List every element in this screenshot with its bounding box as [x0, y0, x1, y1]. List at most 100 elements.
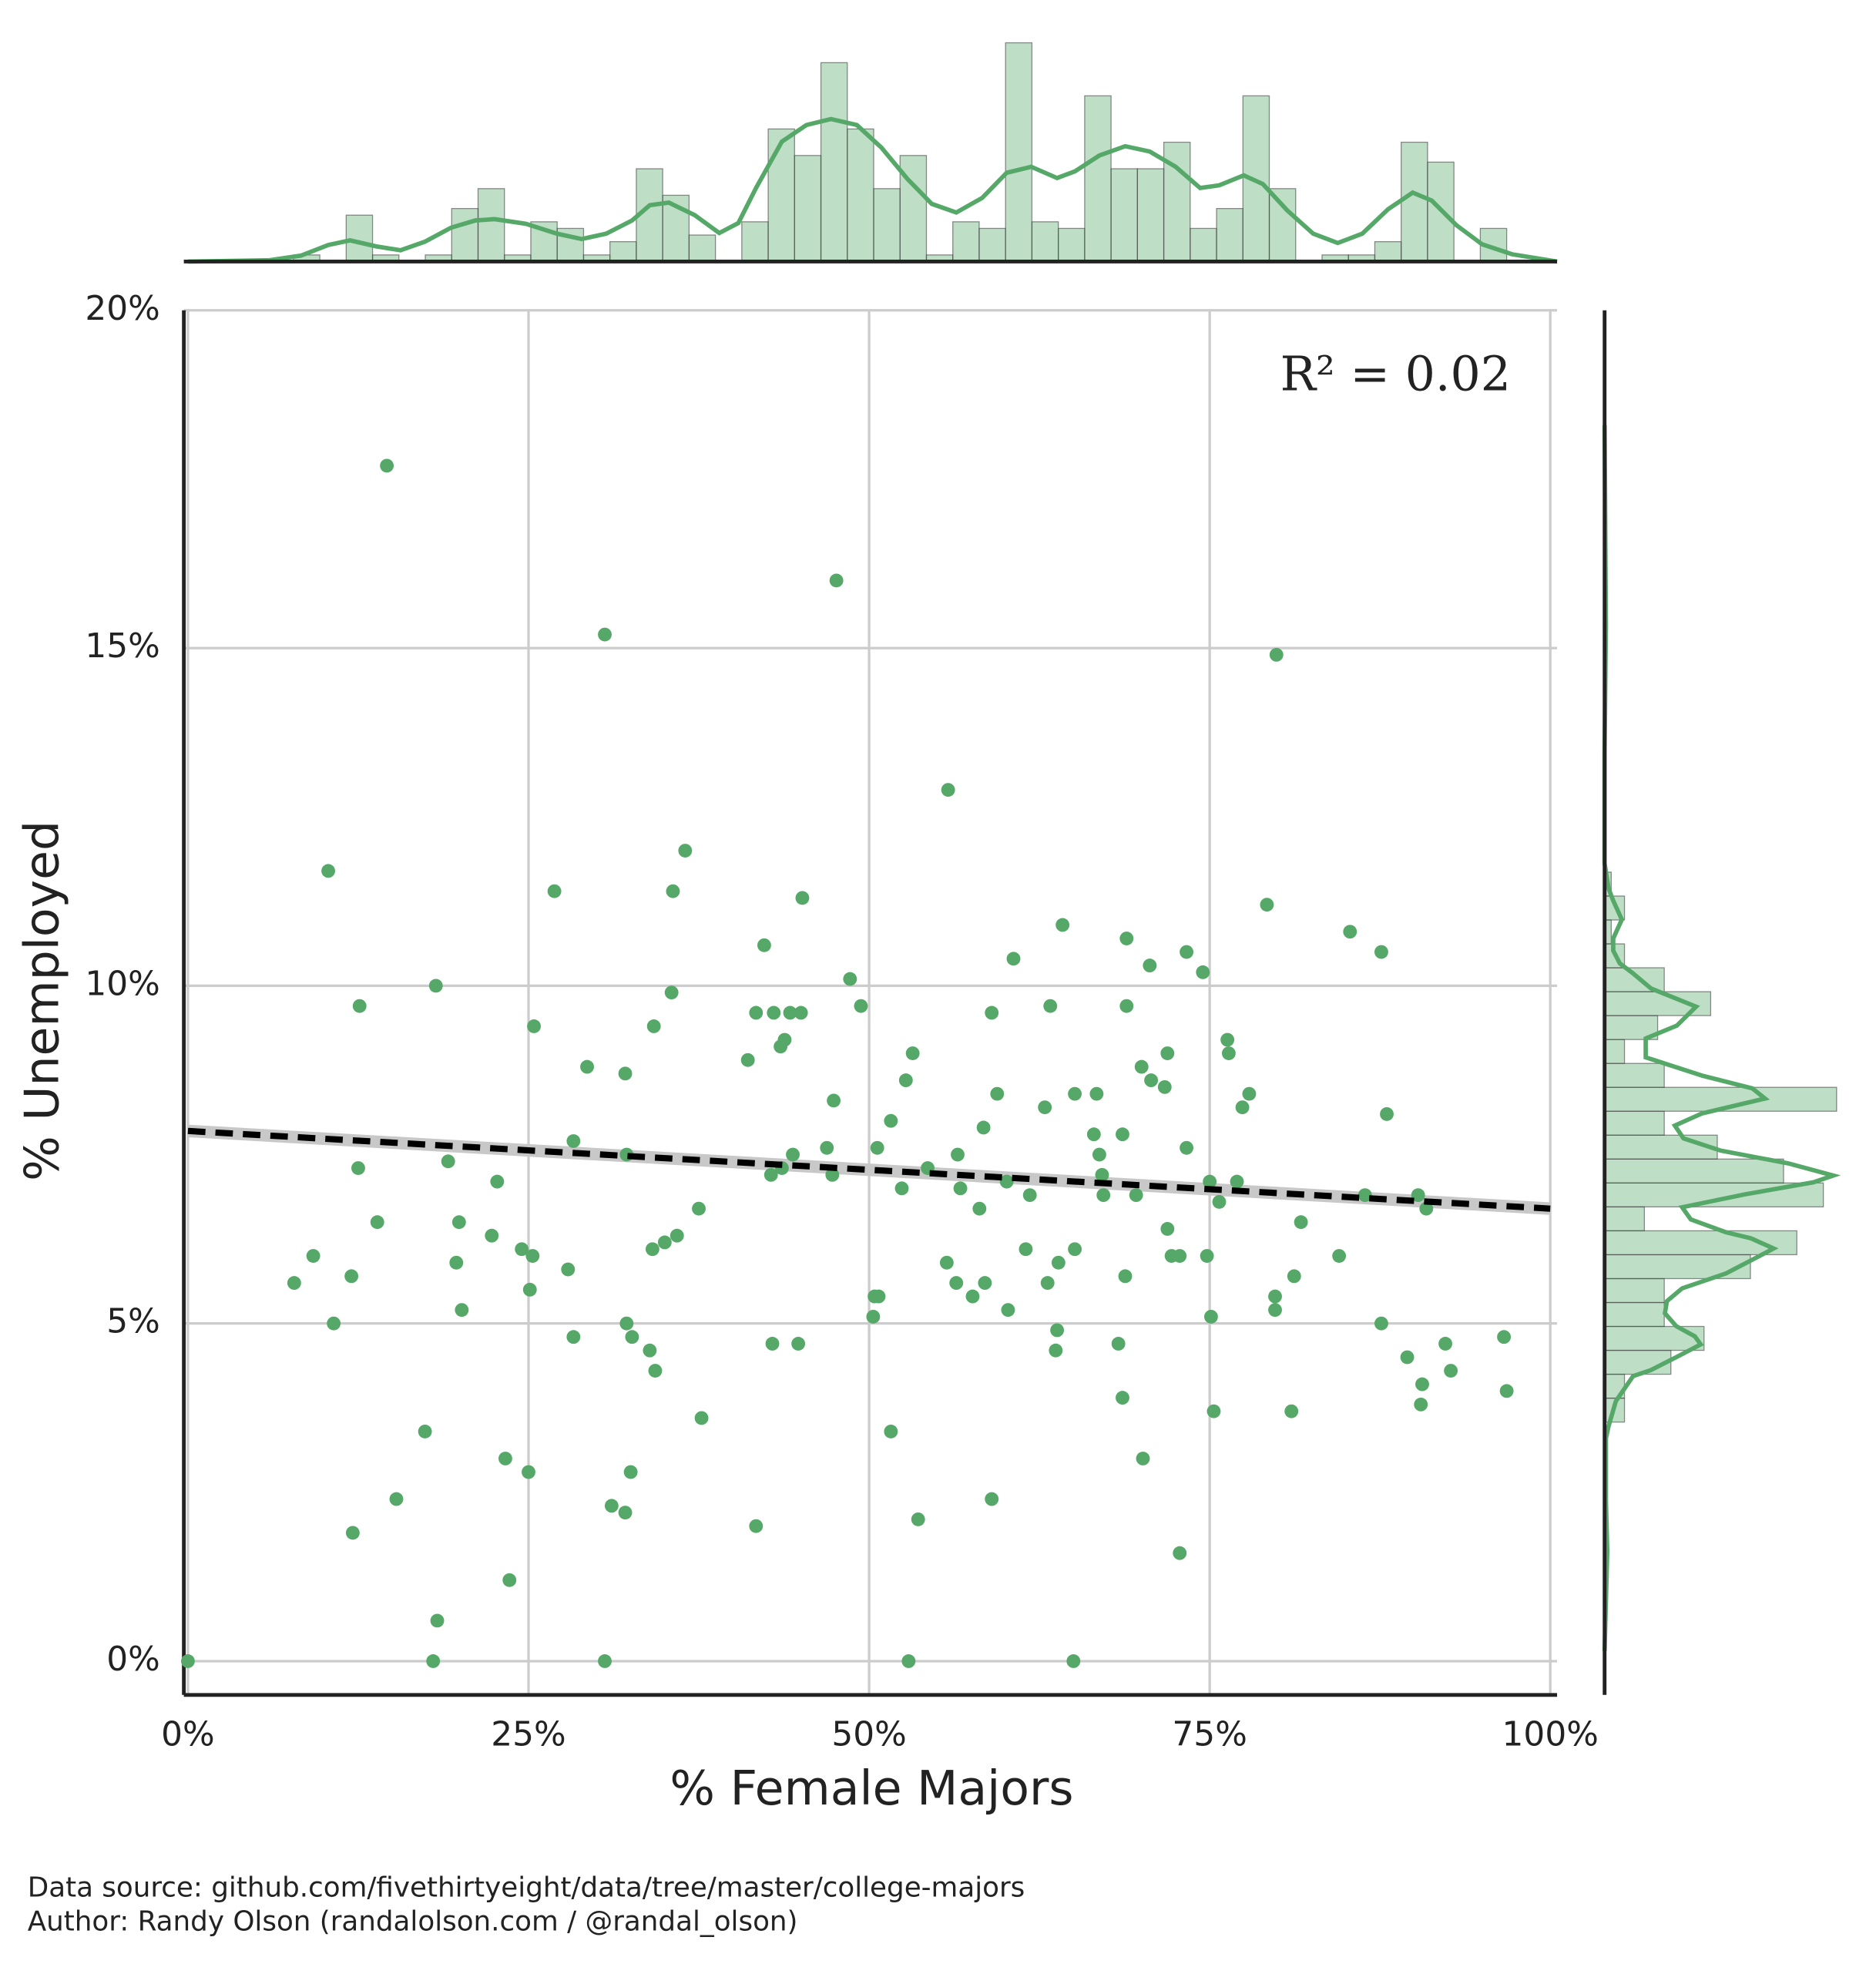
scatter-point: [580, 1059, 594, 1074]
x-axis-label: % Female Majors: [670, 1761, 1073, 1816]
scatter-point: [763, 1167, 778, 1182]
scatter-point: [1119, 932, 1134, 945]
scatter-point: [1380, 1107, 1394, 1121]
scatter-point: [181, 1654, 195, 1668]
scatter-point: [1173, 1546, 1187, 1560]
scatter-point: [1173, 1249, 1187, 1263]
scatter-point: [1118, 1269, 1133, 1284]
scatter-point: [1230, 1174, 1244, 1189]
scatter-point: [430, 1613, 445, 1628]
scatter-point: [951, 1147, 965, 1162]
scatter-point: [451, 1215, 466, 1230]
scatter-point: [898, 1073, 913, 1088]
footer-source: Data source: github.com/fivethirtyeight/…: [28, 1872, 1025, 1903]
scatter-point: [345, 1526, 360, 1540]
scatter-point: [370, 1215, 384, 1230]
histogram-bar: [1031, 221, 1059, 263]
scatter-point: [1129, 1188, 1143, 1203]
scatter-point: [1268, 1303, 1282, 1318]
scatter-point: [1019, 1242, 1033, 1257]
scatter-point: [965, 1289, 980, 1304]
scatter-point: [449, 1255, 464, 1270]
scatter-point: [976, 1120, 991, 1135]
histogram-bar: [741, 221, 769, 263]
scatter-point: [1444, 1364, 1458, 1378]
scatter-point: [485, 1228, 499, 1243]
scatter-point: [1400, 1350, 1415, 1365]
scatter-point: [455, 1303, 469, 1318]
histogram-bar: [1190, 227, 1217, 263]
scatter-point: [1332, 1249, 1347, 1263]
scatter-point: [380, 458, 394, 473]
scatter-point: [1284, 1404, 1299, 1418]
scatter-point: [1374, 1316, 1388, 1331]
scatter-point: [1001, 1303, 1015, 1318]
scatter-point: [1066, 1654, 1081, 1668]
scatter-point: [1116, 1391, 1129, 1405]
scatter-point: [352, 999, 367, 1013]
scatter-point: [498, 1452, 512, 1465]
scatter-point: [321, 864, 335, 878]
scatter-point: [1050, 1323, 1065, 1338]
scatter-point: [795, 891, 810, 905]
histogram-bar: [1401, 141, 1428, 263]
scatter-point: [646, 1019, 661, 1033]
x-tick-label: 0%: [161, 1714, 215, 1754]
scatter-point: [939, 1255, 954, 1270]
scatter-point: [1055, 918, 1070, 932]
histogram-bar: [609, 241, 637, 263]
scatter-point: [692, 1201, 706, 1216]
scatter-point: [1049, 1343, 1063, 1358]
scatter-point: [1260, 898, 1274, 912]
scatter-point: [515, 1242, 529, 1257]
scatter-point: [765, 1337, 780, 1351]
scatter-point: [1235, 1100, 1250, 1115]
scatter-point: [820, 1140, 834, 1155]
scatter-point: [428, 979, 443, 993]
histogram-bar: [1604, 1254, 1751, 1280]
scatter-point: [1096, 1188, 1111, 1203]
scatter-point: [985, 1492, 999, 1506]
histogram-bar: [1604, 1063, 1665, 1088]
scatter-point: [1343, 925, 1357, 939]
scatter-point: [648, 1364, 663, 1378]
scatter-point: [618, 1506, 633, 1520]
scatter-point: [1136, 1452, 1150, 1465]
scatter-point: [1116, 1127, 1129, 1142]
histogram-bar: [794, 155, 822, 263]
scatter-point: [1206, 1404, 1221, 1418]
scatter-point: [990, 1086, 1005, 1101]
scatter-point: [1419, 1201, 1434, 1216]
scatter-point: [666, 884, 680, 898]
scatter-point: [561, 1262, 576, 1277]
scatter-point: [619, 1316, 634, 1331]
scatter-point: [522, 1465, 535, 1479]
scatter-point: [1068, 1086, 1082, 1101]
scatter-point: [1196, 965, 1210, 979]
scatter-point: [1006, 952, 1021, 966]
histogram-bar: [1374, 241, 1402, 263]
scatter-point: [870, 1140, 884, 1155]
scatter-point: [1242, 1086, 1257, 1101]
x-tick-label: 75%: [1172, 1714, 1247, 1754]
scatter-point: [1357, 1188, 1372, 1203]
y-tick-label: 15%: [85, 626, 159, 666]
scatter-point: [527, 1019, 542, 1033]
scatter-point: [351, 1161, 365, 1175]
histogram-bar: [1604, 1277, 1665, 1304]
histogram-bar: [1084, 95, 1112, 263]
scatter-point: [1497, 1330, 1512, 1345]
scatter-point: [1438, 1337, 1452, 1351]
scatter-point: [1180, 1140, 1194, 1155]
scatter-point: [1068, 1242, 1082, 1257]
scatter-point: [1040, 1276, 1055, 1291]
scatter-point: [1180, 945, 1194, 959]
scatter-point: [1144, 1073, 1159, 1088]
y-tick-label: 0%: [106, 1640, 160, 1679]
scatter-point: [1111, 1337, 1126, 1351]
scatter-point: [418, 1425, 432, 1439]
scatter-point: [829, 573, 844, 588]
scatter-point: [791, 1337, 806, 1351]
scatter-point: [749, 1005, 763, 1020]
